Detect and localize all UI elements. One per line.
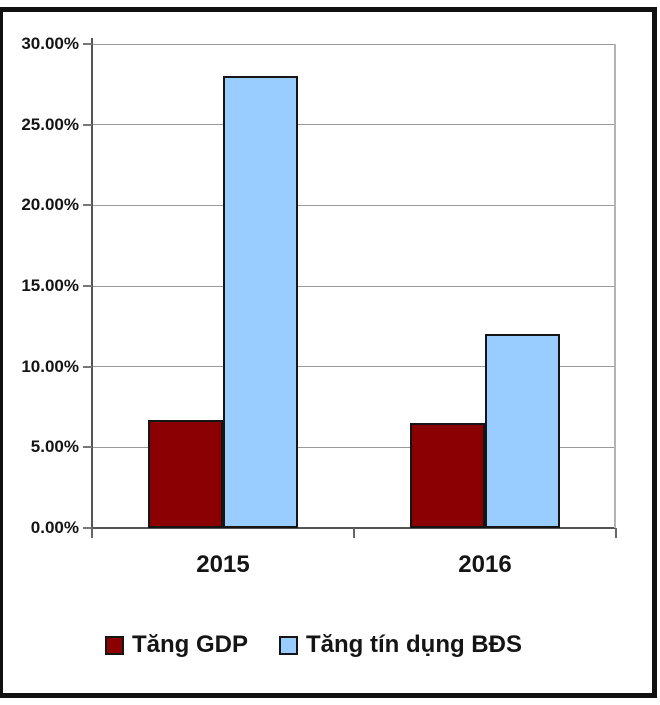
- x-tick-0: [91, 528, 93, 538]
- y-tick-15: [83, 285, 92, 287]
- gridline-5: [92, 446, 616, 448]
- plot-area: [92, 43, 616, 529]
- y-tick-20: [83, 204, 92, 207]
- bar-2015-series-1: [223, 76, 298, 528]
- bar-2015-series-0: [148, 420, 223, 528]
- y-tick-label-0: 0.00%: [30, 518, 79, 537]
- y-tick-10: [83, 365, 92, 368]
- y-tick-30: [83, 43, 92, 45]
- legend-item-tang-tin-dung-bds: Tăng tín dụng BĐS: [279, 631, 522, 659]
- gridline-25: [92, 124, 616, 126]
- gridline-20: [92, 204, 616, 206]
- legend: Tăng GDP Tăng tín dụng BĐS: [105, 631, 522, 659]
- legend-item-tang-gdp: Tăng GDP: [105, 631, 248, 659]
- bar-2016-series-0: [410, 423, 485, 528]
- legend-label-tang-gdp: Tăng GDP: [132, 631, 249, 658]
- legend-swatch-tang-gdp: [105, 635, 124, 655]
- legend-swatch-tang-tin-dung-bds: [279, 635, 299, 655]
- y-tick-25: [83, 123, 92, 126]
- legend-label-tang-tin-dung-bds: Tăng tín dụng BĐS: [306, 631, 522, 658]
- bar-2016-series-1: [485, 334, 560, 528]
- y-tick-label-25: 25.00%: [21, 114, 79, 134]
- y-tick-5: [83, 446, 92, 449]
- x-tick-2: [615, 528, 617, 538]
- y-tick-label-15: 15.00%: [21, 276, 79, 295]
- y-axis-line: [91, 38, 93, 538]
- x-tick-label-2016: 2016: [458, 551, 512, 578]
- gridline-15: [92, 285, 616, 287]
- y-tick-label-5: 5.00%: [30, 437, 79, 457]
- gridline-10: [92, 366, 616, 368]
- y-tick-label-30: 30.00%: [21, 34, 79, 53]
- plot-right-border: [614, 44, 616, 528]
- x-tick-label-2015: 2015: [196, 551, 250, 578]
- y-tick-label-20: 20.00%: [21, 195, 79, 215]
- x-tick-1: [353, 528, 355, 538]
- gridline-30: [92, 43, 616, 45]
- y-tick-label-10: 10.00%: [21, 356, 79, 376]
- y-tick-0: [83, 527, 92, 529]
